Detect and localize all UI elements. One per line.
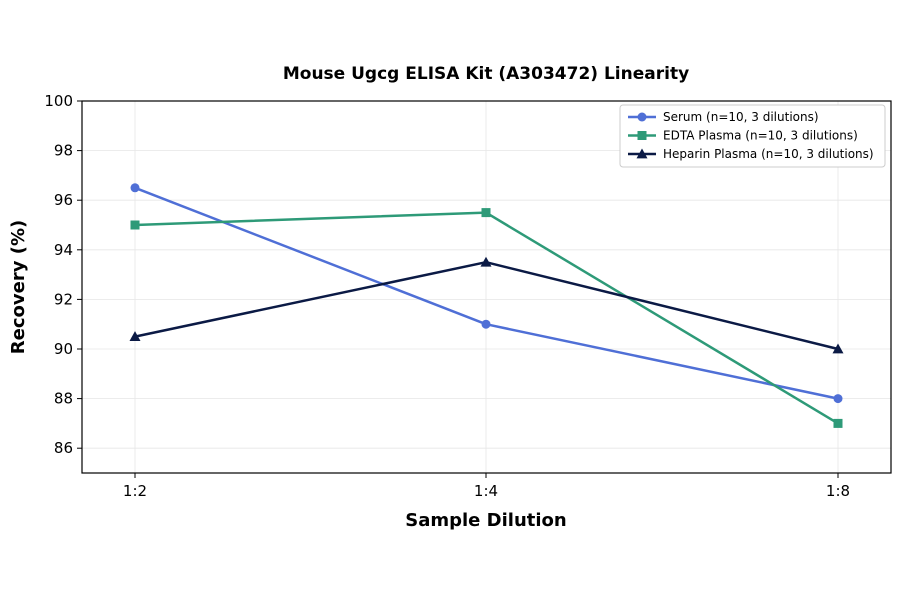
series-triangle <box>129 256 844 354</box>
data-point <box>833 418 843 428</box>
y-tick-label: 94 <box>54 241 73 259</box>
data-point <box>130 220 140 230</box>
y-tick-label: 86 <box>54 439 73 457</box>
legend-swatch-marker <box>637 112 647 122</box>
data-point <box>129 331 141 341</box>
legend-label: EDTA Plasma (n=10, 3 dilutions) <box>663 129 858 143</box>
legend-item: Heparin Plasma (n=10, 3 dilutions) <box>628 147 874 161</box>
data-point <box>481 208 491 218</box>
x-axis-label: Sample Dilution <box>405 510 566 531</box>
data-point <box>480 256 492 267</box>
legend-item: Serum (n=10, 3 dilutions) <box>628 110 819 124</box>
series-lines <box>129 183 844 428</box>
data-point <box>130 183 140 193</box>
series-line <box>134 186 839 400</box>
data-point <box>833 394 843 404</box>
data-point <box>832 343 844 354</box>
series-circle <box>130 183 843 404</box>
y-tick-label: 88 <box>54 390 73 408</box>
x-tick-label: 1:2 <box>123 482 147 500</box>
data-point <box>481 319 491 329</box>
series-square <box>130 208 843 428</box>
series-line <box>134 260 839 351</box>
y-tick-label: 100 <box>44 92 73 110</box>
series-line <box>134 211 839 425</box>
legend-swatch-marker <box>637 131 647 140</box>
x-tick-label: 1:4 <box>474 482 498 500</box>
legend: Serum (n=10, 3 dilutions) EDTA Plasma (n=… <box>619 104 886 168</box>
legend-label: Heparin Plasma (n=10, 3 dilutions) <box>663 147 874 161</box>
y-axis-label: Recovery (%) <box>8 220 29 354</box>
legend-box <box>619 104 886 168</box>
x-tick-label: 1:8 <box>826 482 850 500</box>
legend-label: Serum (n=10, 3 dilutions) <box>663 110 819 124</box>
y-tick-label: 98 <box>54 142 73 160</box>
y-axis-ticks: 86 88 90 92 94 96 98 100 <box>44 92 82 457</box>
y-tick-label: 90 <box>54 340 73 358</box>
y-tick-label: 96 <box>54 191 73 209</box>
legend-item: EDTA Plasma (n=10, 3 dilutions) <box>628 129 858 143</box>
legend-swatch-marker <box>636 148 648 159</box>
x-axis-ticks: 1:2 1:4 1:8 <box>123 473 850 500</box>
y-tick-label: 92 <box>54 290 73 308</box>
chart-title: Mouse Ugcg ELISA Kit (A303472) Linearity <box>283 64 689 84</box>
